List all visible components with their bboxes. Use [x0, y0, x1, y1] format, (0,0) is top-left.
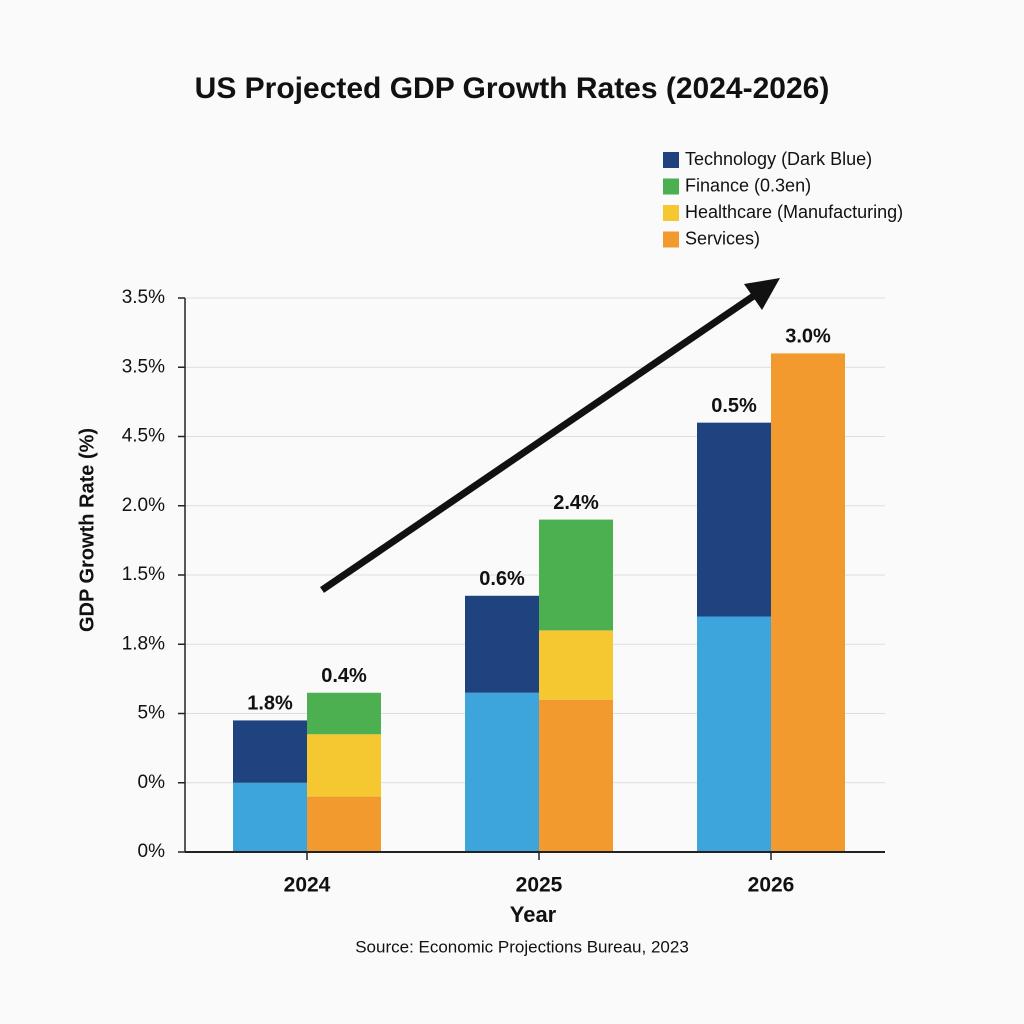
bar-segment	[307, 796, 381, 852]
legend-label: Technology (Dark Blue)	[685, 149, 872, 169]
y-tick-label: 3.5%	[122, 356, 165, 377]
legend-label: Finance (0.3en)	[685, 175, 811, 195]
y-tick-label: 1.8%	[122, 633, 165, 654]
legend-swatch	[663, 152, 679, 168]
legend: Technology (Dark Blue) Finance (0.3en) Hea…	[663, 149, 903, 248]
bar-segment	[539, 699, 613, 852]
x-axis-label: Year	[510, 902, 557, 927]
bar-segment	[233, 720, 307, 783]
bar-label: 1.8%	[247, 693, 293, 715]
bar-segment	[465, 595, 539, 693]
y-tick-label: 3.5%	[122, 287, 165, 308]
bar-segment	[539, 519, 613, 631]
y-tick-label: 1.5%	[122, 564, 165, 585]
legend-swatch	[663, 231, 679, 248]
chart-title: US Projected GDP Growth Rates (2024-2026…	[195, 72, 830, 105]
bar-segment	[307, 734, 381, 797]
x-tick-label: 2025	[516, 874, 563, 897]
bar-segment	[771, 353, 845, 852]
bar-label: 0.5%	[711, 395, 757, 417]
bars: 2024 1.8% 0.4% 2025 0.6% 2.4% 2026 0.5% 3.0%	[233, 326, 845, 897]
arrow-shaft	[320, 290, 760, 593]
bar-segment	[697, 422, 771, 617]
bar-segment	[465, 692, 539, 852]
bar-segment	[697, 616, 771, 852]
y-tick-label: 0%	[138, 772, 166, 793]
bar-label: 0.6%	[479, 568, 525, 590]
source-note: Source: Economic Projections Bureau, 202…	[355, 937, 689, 956]
legend-swatch	[663, 178, 679, 195]
legend-label: Services)	[685, 228, 760, 248]
bar-segment	[233, 782, 307, 852]
x-tick-label: 2024	[284, 874, 331, 897]
y-tick-label: 4.5%	[122, 426, 165, 447]
x-tick-label: 2026	[748, 874, 795, 897]
trend-arrow	[320, 278, 780, 593]
bar-segment	[539, 630, 613, 700]
bar-label: 3.0%	[785, 326, 831, 348]
bar-label: 0.4%	[321, 665, 367, 687]
y-tick-label: 5%	[138, 703, 166, 724]
legend-swatch	[663, 205, 679, 221]
y-tick-label: 0%	[138, 841, 166, 862]
bar-label: 2.4%	[553, 492, 599, 514]
y-tick-label: 2.0%	[122, 495, 165, 516]
arrow-head	[744, 278, 780, 310]
legend-label: Healthcare (Manufacturing)	[685, 202, 903, 222]
y-axis-label: GDP Growth Rate (%)	[76, 428, 98, 632]
bar-segment	[307, 692, 381, 735]
